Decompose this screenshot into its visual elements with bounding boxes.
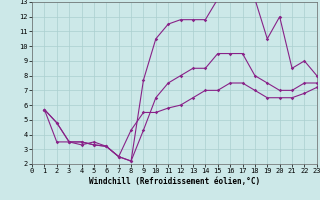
X-axis label: Windchill (Refroidissement éolien,°C): Windchill (Refroidissement éolien,°C): [89, 177, 260, 186]
